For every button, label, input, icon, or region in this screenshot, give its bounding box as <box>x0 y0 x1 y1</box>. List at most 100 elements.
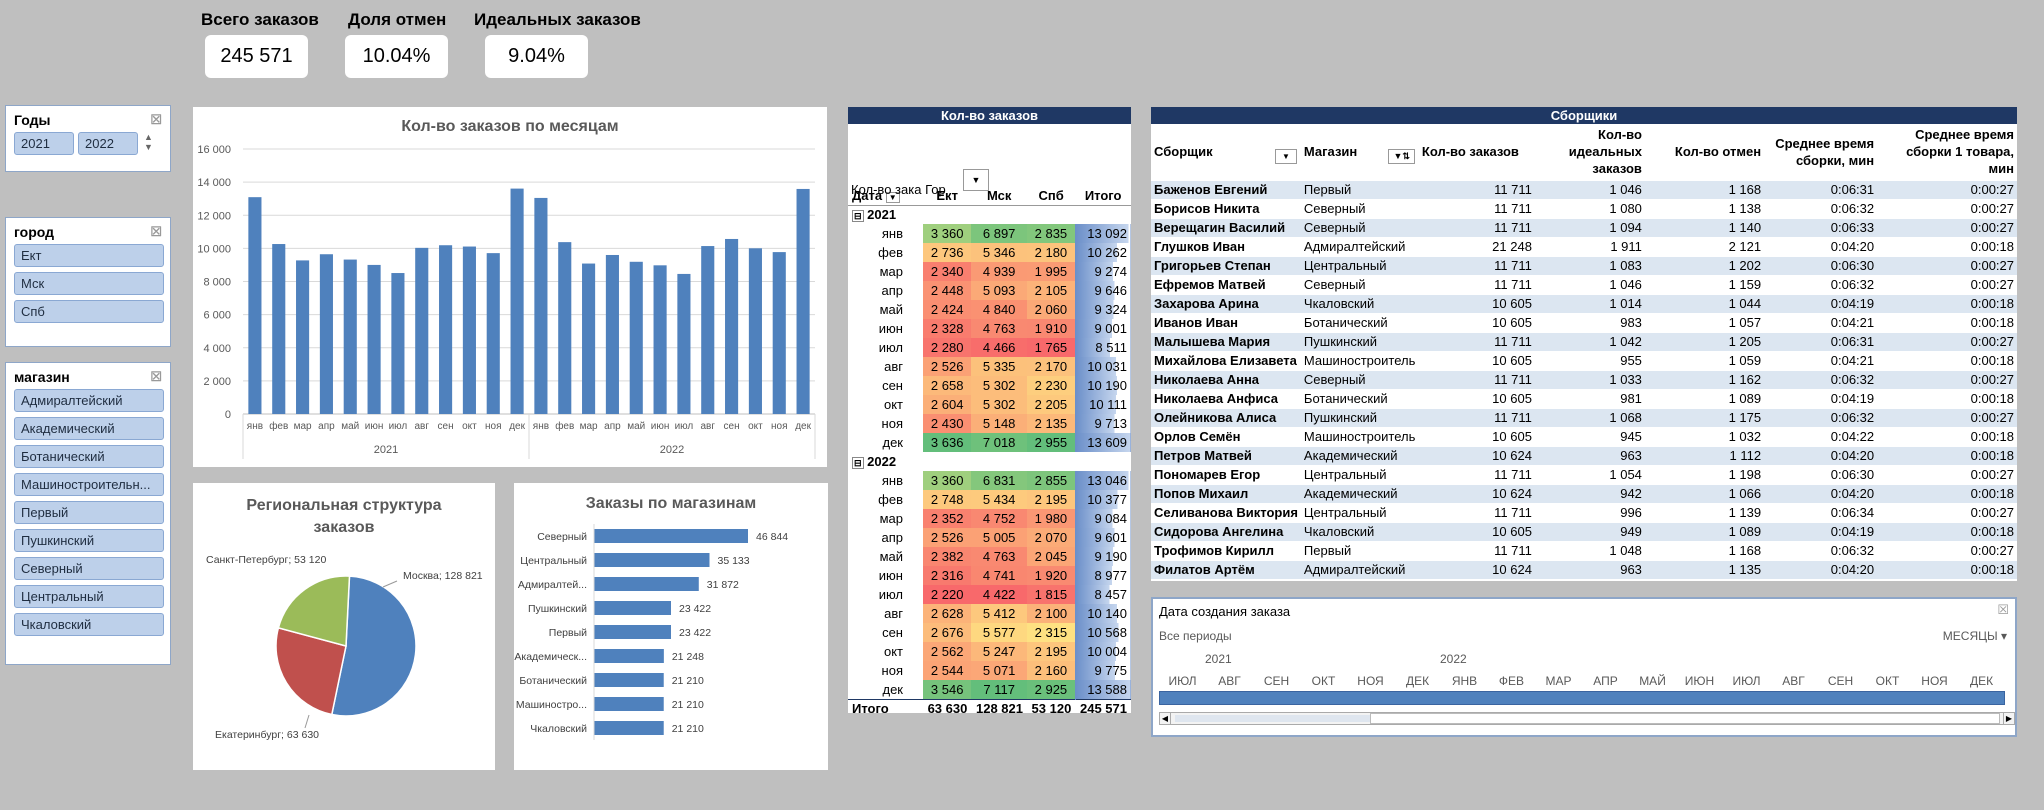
pivot-month: ноя <box>881 416 903 431</box>
timeline-month[interactable]: АПР <box>1593 674 1618 688</box>
date-timeline[interactable]: Дата создания заказа ☒ Все периоды МЕСЯЦ… <box>1151 597 2017 737</box>
pivot-cell: 9 001 <box>1074 319 1131 338</box>
pivot-cell: 8 511 <box>1074 338 1131 357</box>
col-header-avg-time: Среднее время сборки, мин <box>1764 124 1878 181</box>
table-cell: 2 121 <box>1644 237 1765 257</box>
pivot-row: апр 2 526 5 005 2 070 9 601 <box>848 528 1131 547</box>
table-row: Михайлова Елизавета Машиностроитель 10 605… <box>1151 351 2017 371</box>
pivot-cell: 3 360 <box>923 471 972 490</box>
collapse-icon[interactable]: ⊟ <box>852 210 864 223</box>
timeline-month[interactable]: МАЙ <box>1639 674 1666 688</box>
pivot-month: окт <box>883 644 903 659</box>
scroll-arrows-icon[interactable]: ▲ ▼ <box>144 132 153 152</box>
slicer-item-store[interactable]: Академический <box>14 417 164 440</box>
timeline-month[interactable]: ИЮН <box>1684 674 1715 688</box>
table-cell: Трофимов Кирилл <box>1151 541 1301 561</box>
pivot-cell: 13 046 <box>1074 471 1131 490</box>
pivot-row: ноя 2 430 5 148 2 135 9 713 <box>848 414 1131 433</box>
slicer-item-store[interactable]: Чкаловский <box>14 613 164 636</box>
slicer-item-2022[interactable]: 2022 <box>78 132 138 155</box>
collapse-icon[interactable]: ⊟ <box>852 457 864 469</box>
table-row: Григорьев Степан Центральный 11 711 1 083 1 … <box>1151 256 2017 276</box>
timeline-year-2021: 2021 <box>1205 652 1232 666</box>
timeline-month[interactable]: МАР <box>1545 674 1572 688</box>
timeline-month[interactable]: ЯНВ <box>1451 674 1478 688</box>
col-header-ideal: Кол-во идеальных заказов <box>1534 124 1645 181</box>
table-cell: Сидорова Ангелина <box>1151 522 1301 542</box>
timeline-month[interactable]: НОЯ <box>1357 674 1384 688</box>
timeline-month[interactable]: СЕН <box>1263 674 1290 688</box>
slicer-item-2021[interactable]: 2021 <box>14 132 74 155</box>
slicer-item-store[interactable]: Пушкинский <box>14 529 164 552</box>
timeline-month[interactable]: АВГ <box>1218 674 1241 688</box>
table-cell: 1 014 <box>1534 294 1645 314</box>
timeline-month[interactable]: ОКТ <box>1875 674 1900 688</box>
bar <box>701 246 715 414</box>
slicer-item-store[interactable]: Центральный <box>14 585 164 608</box>
pivot-row: фев 2 736 5 346 2 180 10 262 <box>848 243 1131 262</box>
pivot-cell: 5 412 <box>971 604 1027 623</box>
table-cell: 0:06:32 <box>1764 370 1878 390</box>
scroll-right-icon[interactable]: ▶ <box>2003 713 2014 724</box>
timeline-month[interactable]: ДЕК <box>1969 674 1994 688</box>
table-row: Иванов Иван Ботанический 10 605 983 1 057 0:0… <box>1151 313 2017 333</box>
pivot-cell: 10 004 <box>1074 642 1131 661</box>
kpi-ideal-value: 9.04% <box>485 35 588 78</box>
slicer-item-store[interactable]: Первый <box>14 501 164 524</box>
column-filter-dropdown[interactable]: ▼ <box>963 169 989 191</box>
slicer-item-store[interactable]: Машиностроительн... <box>14 473 164 496</box>
table-cell: Северный <box>1300 370 1419 390</box>
pivot-cell: 8 457 <box>1074 585 1131 604</box>
y-tick-label: 4 000 <box>203 343 231 355</box>
table-cell: 1 089 <box>1644 389 1765 409</box>
clear-filter-icon[interactable]: ☒ <box>150 369 162 384</box>
pivot-month: дек <box>882 681 903 697</box>
pivot-month: фев <box>878 492 903 507</box>
pivot-cell: 1 920 <box>1026 566 1076 585</box>
scroll-left-icon[interactable]: ◀ <box>1160 713 1171 724</box>
pivot-month: янв <box>881 473 903 488</box>
slicer-item-ekt[interactable]: Ект <box>14 244 164 267</box>
timeline-selection-bar[interactable] <box>1159 691 2005 705</box>
row-filter-dropdown[interactable]: ▼ <box>885 191 900 203</box>
timeline-month[interactable]: ФЕВ <box>1498 674 1525 688</box>
city-slicer[interactable]: город ☒ Ект Мск Спб <box>5 217 171 347</box>
x-tick-label: ноя <box>771 421 788 432</box>
store-slicer[interactable]: магазин ☒ Адмиралтейский Академический Бота… <box>5 362 171 665</box>
x-tick-label: янв <box>247 421 263 432</box>
slicer-item-store[interactable]: Адмиралтейский <box>14 389 164 412</box>
slicer-item-store[interactable]: Северный <box>14 557 164 580</box>
pivot-cell: 2 230 <box>1026 376 1076 395</box>
x-tick-label: сен <box>724 421 740 432</box>
slicer-item-spb[interactable]: Спб <box>14 300 164 323</box>
table-cell: 0:00:18 <box>1877 351 2017 371</box>
hbar-value: 21 210 <box>672 699 704 711</box>
hbar-svg: Северный 46 844 Центральный 35 133 Адмиралте… <box>514 524 788 740</box>
timeline-month[interactable]: АВГ <box>1782 674 1805 688</box>
hbar-category: Чкаловский <box>530 723 587 735</box>
timeline-unit-dropdown[interactable]: МЕСЯЦЫ ▾ <box>1942 629 2007 643</box>
table-cell: 0:00:27 <box>1877 370 2017 390</box>
pivot-cell: 2 424 <box>923 300 972 319</box>
timeline-month[interactable]: ИЮЛ <box>1732 674 1761 688</box>
pivot-cell: 9 601 <box>1074 528 1131 547</box>
bar <box>772 252 786 414</box>
timeline-month[interactable]: ДЕК <box>1405 674 1430 688</box>
table-cell: 963 <box>1534 560 1645 580</box>
slicer-item-store[interactable]: Ботанический <box>14 445 164 468</box>
clear-filter-icon[interactable]: ☒ <box>150 224 162 239</box>
clear-filter-icon[interactable]: ☒ <box>1997 602 2009 617</box>
years-slicer[interactable]: Годы ☒ 2021 2022 ▲ ▼ <box>5 105 171 172</box>
timeline-month[interactable]: ИЮЛ <box>1168 674 1197 688</box>
timeline-scrollbar[interactable]: ◀ ▶ <box>1159 712 2015 725</box>
timeline-month[interactable]: НОЯ <box>1921 674 1948 688</box>
timeline-month[interactable]: ОКТ <box>1311 674 1336 688</box>
scroll-thumb[interactable] <box>1370 713 2000 724</box>
pivot-month: янв <box>881 226 903 241</box>
sort-filter-icon[interactable]: ▼⇅ <box>1388 149 1415 164</box>
slicer-item-msk[interactable]: Мск <box>14 272 164 295</box>
pivot-row: июл 2 220 4 422 1 815 8 457 <box>848 585 1131 604</box>
clear-filter-icon[interactable]: ☒ <box>150 112 162 127</box>
timeline-month[interactable]: СЕН <box>1827 674 1854 688</box>
filter-dropdown[interactable]: ▼ <box>1275 149 1297 164</box>
